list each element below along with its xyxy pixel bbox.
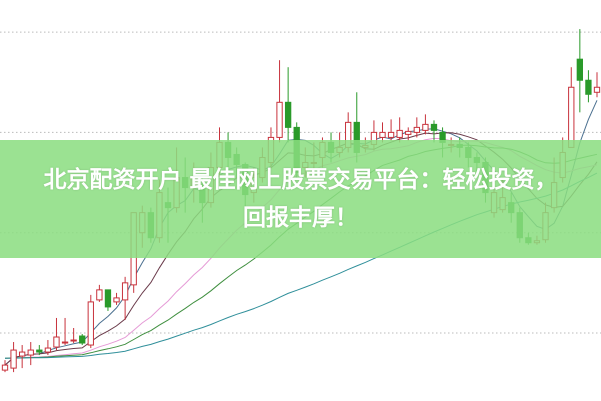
candle-up [53,336,60,348]
candle-down [36,349,43,353]
candle-down [79,335,86,344]
candle-down [430,123,438,131]
candle-up [1,364,9,371]
candle-up [10,349,17,369]
candle-up [87,301,94,346]
candle-up [18,351,26,357]
candle-up [27,349,34,356]
candle-up [593,86,601,93]
candle-up [405,130,412,135]
candle-up [379,131,386,138]
candle-up [422,123,429,131]
promo-banner: 北京配资开户 最佳网上股票交易平台：轻松投资， 回报丰厚！ [0,140,601,258]
candle-up [387,131,395,138]
banner-line-1: 北京配资开户 最佳网上股票交易平台：轻松投资， [43,167,558,193]
candle-up [413,126,420,133]
candle-up [121,282,129,301]
candle-up [44,347,52,353]
candle-up [568,86,575,148]
banner-line-2: 回报丰厚！ [243,205,358,231]
candle-up [113,297,120,303]
candle-up [61,341,69,344]
candle-down [585,79,592,95]
candle-up [396,129,403,138]
candle-up [276,101,283,138]
candle-up [96,289,103,301]
candle-down [104,289,112,308]
candle-down [284,101,292,128]
candle-up [70,339,77,342]
candle-down [576,58,584,81]
